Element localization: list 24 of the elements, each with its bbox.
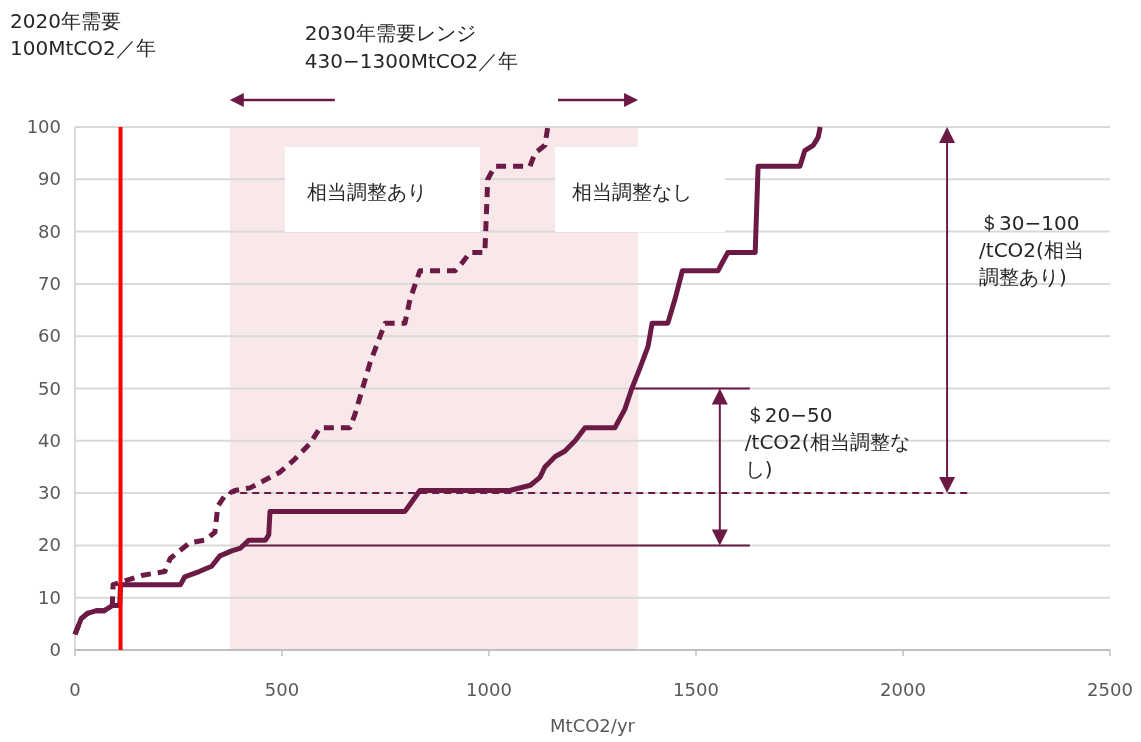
y-tick-label: 70 [38, 272, 61, 294]
y-tick-label: 10 [38, 586, 61, 608]
annotation: ＄20−50 /tCO2(相当調整なし) [744, 403, 910, 481]
text: 2020年需要 100MtCO2／年 [10, 9, 156, 60]
y-tick-label: 90 [38, 168, 61, 190]
x-axis-title: MtCO2/yr [550, 715, 636, 736]
x-tick-label: 500 [264, 679, 300, 700]
annotation: ＄30−100 /tCO2(相当調整あり) [979, 211, 1084, 289]
y-tick-label: 40 [38, 429, 61, 451]
x-tick-label: 1000 [466, 679, 512, 700]
y-tick-label: 100 [26, 116, 61, 137]
annotation: 相当調整あり [307, 180, 427, 204]
x-tick-label: 0 [69, 679, 81, 700]
y-tick-label: 50 [38, 377, 61, 399]
y-tick-label: 60 [38, 325, 61, 347]
band-label: 2030年需要レンジ 430−1300MtCO2／年 [304, 21, 519, 73]
y-tick-label: 30 [38, 482, 61, 504]
y-tick-label: 20 [38, 534, 61, 556]
y-tick-label: 0 [49, 639, 61, 660]
x-tick-label: 1500 [673, 679, 719, 700]
annotation: 相当調整なし [572, 180, 692, 204]
x-tick-label: 2500 [1087, 679, 1133, 700]
x-tick-label: 2000 [880, 679, 926, 700]
y-tick-label: 80 [38, 220, 61, 242]
